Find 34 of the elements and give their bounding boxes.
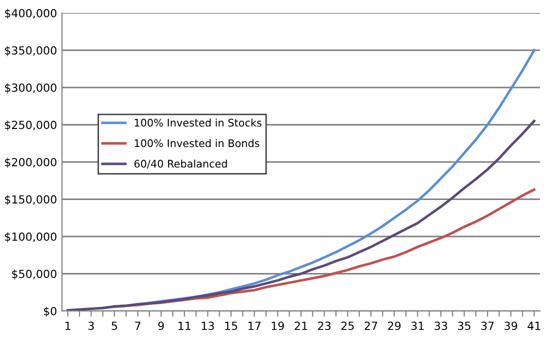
x-tick-label: 39	[504, 322, 518, 330]
x-tick-label: 41	[528, 322, 540, 330]
x-tick-label: 9	[158, 322, 164, 330]
x-tick-label: 7	[135, 322, 140, 330]
line-series	[66, 120, 536, 311]
x-tick-label: 17	[248, 322, 260, 330]
x-tick-label: 13	[202, 322, 214, 330]
x-tick-label: 3	[88, 322, 94, 330]
x-tick-label: 33	[434, 322, 448, 330]
y-tick-label: $250,000	[5, 120, 56, 131]
x-tick-label: 5	[112, 322, 118, 330]
y-tick-label: $150,000	[5, 195, 56, 206]
x-tick-label: 21	[294, 322, 308, 330]
legend-label: 100% Invested in Stocks	[134, 118, 262, 127]
x-tick-label: 19	[272, 322, 284, 330]
y-tick-label: $0	[44, 306, 56, 317]
y-tick-label: $350,000	[5, 46, 56, 56]
y-tick-label: $200,000	[5, 158, 56, 168]
y-tick-label: $300,000	[5, 83, 56, 94]
x-tick-label: 1	[66, 322, 70, 330]
x-tick-label: 31	[411, 322, 424, 330]
x-tick-label: 27	[364, 322, 378, 330]
x-tick-label: 15	[225, 322, 238, 330]
x-tick-label: 11	[178, 322, 190, 330]
y-tick-label: $50,000	[12, 270, 56, 280]
legend-label: 60/40 Rebalanced	[134, 160, 227, 168]
y-tick-label: $100,000	[5, 232, 56, 242]
legend-label: 100% Invested in Bonds	[134, 139, 260, 148]
x-tick-label: 23	[318, 322, 330, 330]
x-tick-label: 35	[458, 322, 470, 330]
y-tick-label: $400,000	[5, 8, 56, 19]
x-tick-label: 25	[341, 322, 354, 330]
x-tick-label: 29	[388, 322, 401, 330]
x-tick-label: 37	[481, 322, 494, 330]
